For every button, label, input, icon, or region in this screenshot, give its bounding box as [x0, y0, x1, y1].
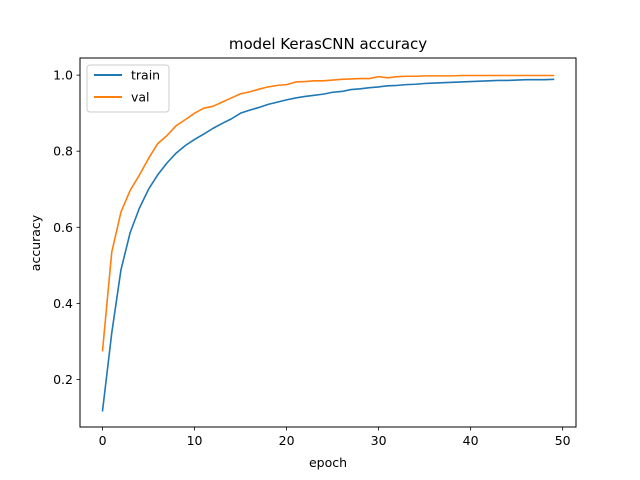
x-axis-label: epoch [309, 455, 347, 470]
legend-box [86, 64, 170, 113]
x-tick-label: 50 [555, 433, 571, 448]
legend-label-val: val [131, 90, 150, 105]
x-tick-label: 0 [99, 433, 107, 448]
series-line-train [101, 78, 555, 412]
legend-label-train: train [131, 68, 160, 83]
series-line-val [101, 74, 555, 352]
x-tick-label: 40 [463, 433, 479, 448]
legend: train val [86, 64, 170, 113]
x-tick-label: 20 [279, 433, 295, 448]
plot-lines [101, 74, 555, 412]
y-tick-label: 1.0 [53, 68, 73, 83]
x-tick-label: 10 [187, 433, 203, 448]
y-axis: 0.2 0.4 0.6 0.8 1.0 [53, 68, 80, 387]
y-tick-label: 0.4 [53, 296, 73, 311]
chart-title: model KerasCNN accuracy [229, 35, 427, 53]
x-tick-label: 30 [371, 433, 387, 448]
y-tick-label: 0.2 [53, 372, 73, 387]
x-axis: 0 10 20 30 40 50 [99, 427, 571, 448]
y-tick-label: 0.8 [53, 144, 73, 159]
y-tick-label: 0.6 [53, 220, 73, 235]
plot-frame [79, 57, 577, 428]
y-axis-label: accuracy [28, 214, 43, 271]
